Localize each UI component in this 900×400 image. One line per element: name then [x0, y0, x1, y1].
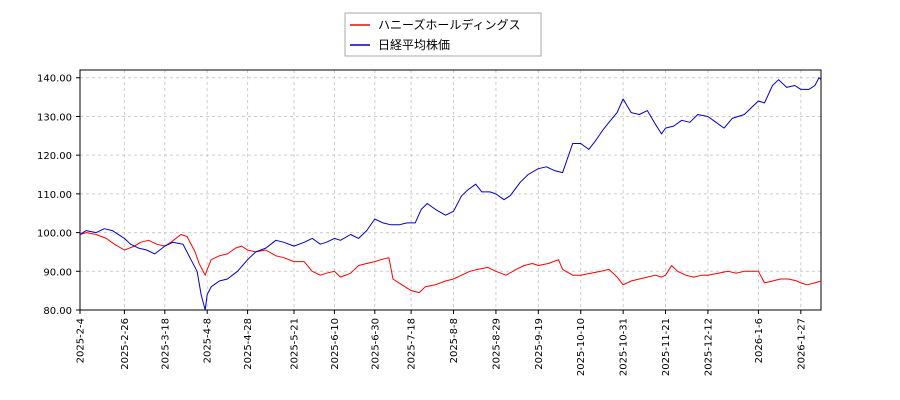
legend: ハニーズホールディングス 日経平均株価 [344, 12, 542, 57]
x-tick-label: 2025-2-4 [76, 318, 87, 363]
legend-label-0: ハニーズホールディングス [378, 17, 521, 32]
x-tick-label: 2025-12-12 [703, 318, 714, 376]
x-tick-label: 2025-8-8 [449, 318, 460, 363]
y-tick-label: 110.00 [37, 190, 72, 201]
x-tick-label: 2026-1-27 [796, 318, 807, 370]
grid [79, 70, 821, 311]
series-line-1 [79, 77, 822, 311]
plot-frame [79, 69, 822, 311]
y-tick-label: 130.00 [37, 112, 72, 123]
series-line-0 [79, 232, 822, 294]
legend-label-1: 日経平均株価 [378, 37, 450, 52]
x-tick-label: 2025-7-18 [407, 318, 418, 370]
x-tick-label: 2025-10-31 [619, 318, 630, 376]
y-tick-label: 80.00 [43, 306, 72, 317]
x-tick-label: 2025-10-10 [576, 318, 587, 376]
y-tick-label: 140.00 [37, 74, 72, 85]
y-tick-label: 120.00 [37, 151, 72, 162]
x-tick-label: 2026-1-6 [754, 318, 765, 363]
x-tick-label: 2025-4-8 [203, 318, 214, 363]
legend-box [344, 12, 542, 57]
x-tick-label: 2025-9-19 [534, 318, 545, 370]
x-tick-label: 2025-11-21 [661, 318, 672, 376]
x-tick-label: 2025-3-18 [160, 318, 171, 370]
x-tick-label: 2025-2-26 [120, 318, 131, 370]
axes: 80.00 90.00 100.00 110.00 120.00 130.00 140.00… [37, 69, 822, 376]
y-tick-label: 90.00 [43, 267, 72, 278]
x-tick-label: 2025-6-30 [370, 318, 381, 370]
x-tick-label: 2025-6-10 [330, 318, 341, 370]
x-tick-label: 2025-8-29 [491, 318, 502, 370]
series-lines [79, 77, 822, 311]
y-tick-label: 100.00 [37, 229, 72, 240]
x-tick-label: 2025-5-21 [290, 318, 301, 370]
x-tick-label: 2025-4-28 [243, 318, 254, 370]
